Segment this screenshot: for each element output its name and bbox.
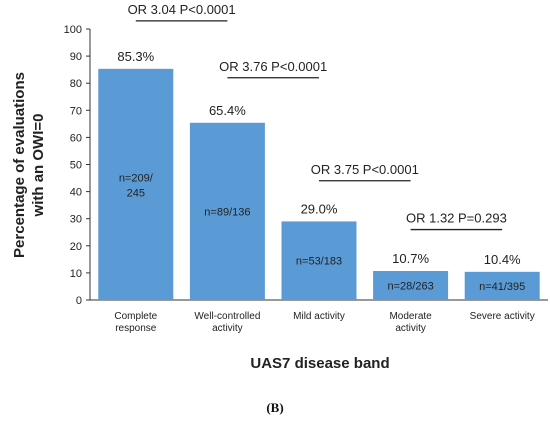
y-tick-label: 100 <box>64 24 82 36</box>
axes: 0 10 20 30 40 50 60 70 80 90 100 Percentage of eval… <box>11 24 548 307</box>
comparison-label: OR 3.76 P<0.0001 <box>219 59 327 74</box>
panel-label: (B) <box>266 400 283 415</box>
bar-n-label: n=89/136 <box>204 206 250 218</box>
y-tick-label: 40 <box>70 187 82 199</box>
y-tick-label: 90 <box>70 51 82 63</box>
bar <box>189 122 265 301</box>
x-tick-label: Well-controlled activity <box>194 311 260 334</box>
bar-value-label: 85.3% <box>117 49 154 64</box>
y-tick-label: 20 <box>70 241 82 253</box>
x-tick-label: Moderate activity <box>389 311 432 334</box>
bar <box>464 271 540 300</box>
y-tick-label: 30 <box>70 214 82 226</box>
y-tick-label: 10 <box>70 268 82 280</box>
bar-n-label: n=53/183 <box>296 256 342 268</box>
bar <box>98 68 174 300</box>
y-tick-label: 60 <box>70 132 82 144</box>
bars <box>98 68 540 301</box>
bar-value-label: 65.4% <box>209 103 246 118</box>
y-tick-label: 70 <box>70 105 82 117</box>
comparison-label: OR 1.32 P=0.293 <box>406 211 507 226</box>
bar-n-label: n=41/395 <box>479 281 525 293</box>
y-tick-label: 0 <box>76 295 82 307</box>
x-tick-label: Complete response <box>114 311 157 334</box>
bar <box>373 271 449 300</box>
comparisons: OR 3.04 P<0.0001 OR 3.76 P<0.0001 OR 3.75 … <box>128 2 507 231</box>
y-tick-label: 50 <box>70 160 82 172</box>
bar-value-label: 29.0% <box>301 201 338 216</box>
y-tick-label: 80 <box>70 78 82 90</box>
bar-labels: 85.3% n=209/245 Complete response 65.4% n=89/… <box>114 49 534 334</box>
bar <box>281 221 357 300</box>
bar-n-label: n=209/245 <box>119 172 154 199</box>
bar-value-label: 10.7% <box>392 251 429 266</box>
x-tick-label: Severe activity <box>470 311 535 322</box>
x-axis-title: UAS7 disease band <box>250 355 389 372</box>
comparison-label: OR 3.04 P<0.0001 <box>128 2 236 17</box>
bar-n-label: n=28/263 <box>388 281 434 293</box>
y-axis-title: Percentage of evaluations with an OWI=0 <box>11 72 47 258</box>
bar-value-label: 10.4% <box>484 252 521 267</box>
comparison-label: OR 3.75 P<0.0001 <box>311 162 419 177</box>
x-tick-label: Mild activity <box>293 311 345 322</box>
